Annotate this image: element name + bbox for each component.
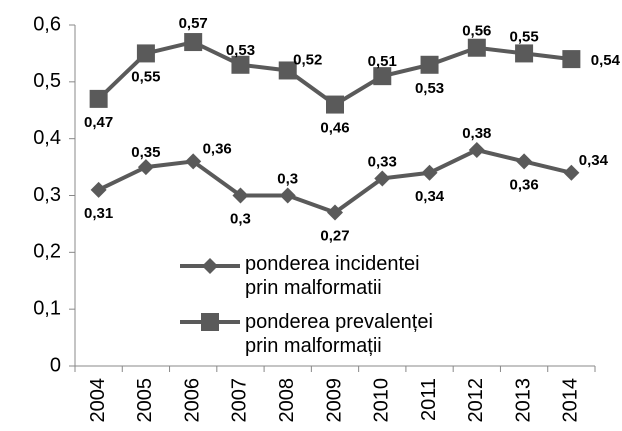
y-tick-label: 0 <box>50 354 61 376</box>
marker-square <box>467 38 486 57</box>
x-tick-label: 2011 <box>418 378 440 421</box>
marker-square <box>136 44 155 63</box>
y-tick-label: 0,4 <box>33 127 61 149</box>
data-label: 0,36 <box>509 176 538 193</box>
legend-marker <box>201 313 219 331</box>
legend-marker <box>202 258 218 274</box>
data-label: 0,3 <box>277 171 298 188</box>
data-label: 0,53 <box>226 42 255 59</box>
marker-diamond <box>185 153 202 170</box>
x-tick-label: 2008 <box>276 378 298 423</box>
data-label: 0,33 <box>368 153 397 170</box>
data-label: 0,54 <box>591 52 621 69</box>
x-tick-label: 2009 <box>323 378 345 423</box>
x-tick-label: 2010 <box>371 378 393 423</box>
data-label: 0,51 <box>368 53 397 70</box>
marker-diamond <box>468 142 485 159</box>
x-tick-label: 2014 <box>560 378 582 423</box>
data-label: 0,55 <box>509 28 538 45</box>
y-tick-label: 0,3 <box>33 184 61 206</box>
marker-square <box>89 89 108 108</box>
series-line <box>97 147 572 215</box>
x-tick-label: 2004 <box>87 378 109 423</box>
x-tick-label: 2006 <box>181 378 203 423</box>
data-label: 0,55 <box>131 68 160 85</box>
marker-square <box>420 55 439 74</box>
y-tick-label: 0,2 <box>33 241 61 263</box>
data-label: 0,46 <box>320 120 349 137</box>
x-tick-label: 2012 <box>465 378 487 423</box>
marker-diamond <box>279 187 296 204</box>
series-line <box>97 39 572 107</box>
legend-label: ponderea incidentei prin malformatii <box>245 253 420 299</box>
marker-square <box>373 67 392 86</box>
data-label: 0,31 <box>84 205 113 222</box>
data-label: 0,38 <box>462 125 491 142</box>
marker-square <box>278 61 297 80</box>
data-label: 0,3 <box>230 211 251 228</box>
y-tick-label: 0,1 <box>33 297 61 319</box>
x-tick-label: 2007 <box>229 378 251 423</box>
y-tick-label: 0,5 <box>33 70 61 92</box>
marker-diamond <box>232 187 249 204</box>
x-tick-label: 2005 <box>134 378 156 423</box>
marker-square <box>231 55 250 74</box>
data-label: 0,34 <box>579 152 609 169</box>
data-label: 0,35 <box>131 144 160 161</box>
data-label: 0,36 <box>203 140 232 157</box>
data-label: 0,53 <box>415 80 444 97</box>
marker-diamond <box>563 164 580 181</box>
y-tick-label: 0,6 <box>33 13 61 35</box>
marker-diamond <box>327 204 343 221</box>
marker-square <box>326 95 344 114</box>
marker-square <box>562 50 581 69</box>
marker-diamond <box>137 159 154 176</box>
data-label: 0,34 <box>415 188 445 205</box>
data-label: 0,27 <box>320 228 349 245</box>
data-label: 0,57 <box>179 15 208 32</box>
marker-square <box>184 33 203 52</box>
marker-diamond <box>421 164 438 181</box>
data-label: 0,56 <box>462 23 491 40</box>
marker-diamond <box>374 170 391 187</box>
marker-diamond <box>90 181 107 198</box>
legend-label: ponderea prevalenței prin malformații <box>245 311 433 357</box>
data-label: 0,52 <box>293 51 322 68</box>
marker-diamond <box>516 153 533 170</box>
data-label: 0,47 <box>84 114 113 131</box>
x-tick-label: 2013 <box>512 378 534 423</box>
marker-square <box>515 44 534 63</box>
